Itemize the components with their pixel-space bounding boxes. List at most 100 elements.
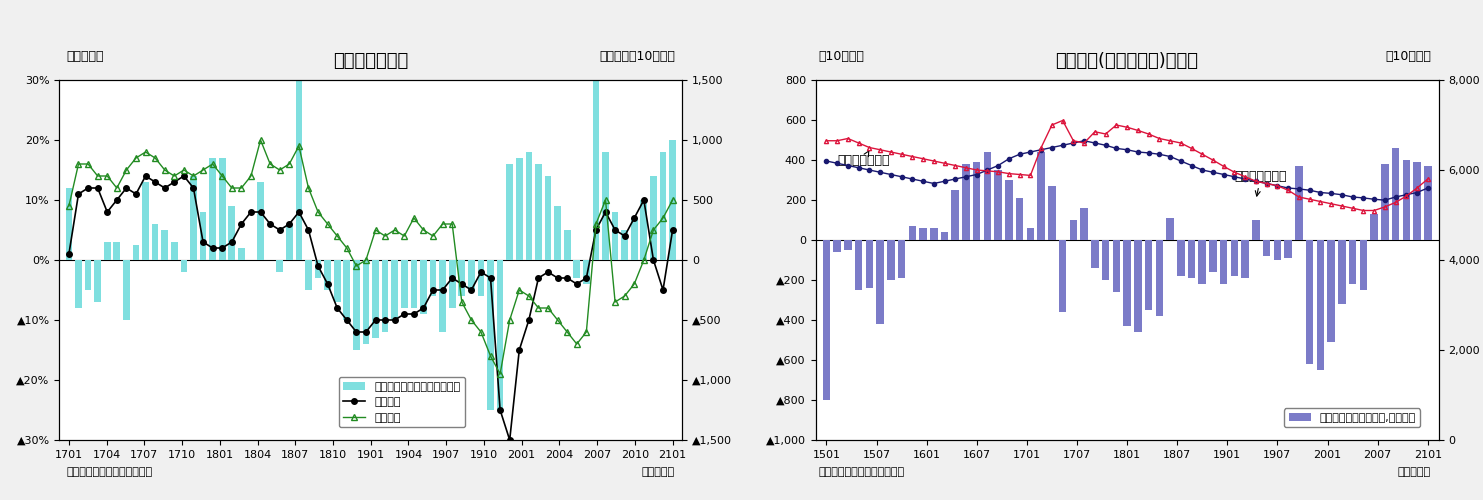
- Text: （年・月）: （年・月）: [1398, 467, 1431, 477]
- Bar: [1198, 240, 1206, 284]
- Bar: [1102, 240, 1109, 280]
- Bar: [1134, 240, 1142, 332]
- Bar: [940, 232, 948, 240]
- Bar: [1252, 220, 1259, 240]
- Bar: [334, 260, 341, 302]
- Bar: [973, 162, 980, 240]
- Bar: [1059, 240, 1066, 312]
- Bar: [1381, 164, 1388, 240]
- Bar: [1241, 240, 1249, 278]
- Bar: [458, 260, 466, 296]
- Bar: [593, 80, 599, 260]
- Bar: [392, 260, 397, 320]
- Bar: [669, 140, 676, 260]
- Bar: [1209, 240, 1216, 272]
- Bar: [876, 240, 884, 324]
- Bar: [190, 176, 197, 260]
- Bar: [952, 190, 960, 240]
- Bar: [1284, 240, 1292, 258]
- Bar: [660, 152, 666, 260]
- Bar: [854, 240, 863, 290]
- Bar: [286, 224, 292, 260]
- Bar: [1274, 240, 1281, 260]
- Bar: [104, 242, 111, 260]
- Bar: [833, 240, 841, 252]
- Bar: [930, 228, 937, 240]
- Bar: [612, 212, 618, 260]
- Bar: [1048, 186, 1056, 240]
- Bar: [1264, 240, 1271, 256]
- Bar: [181, 260, 187, 272]
- Bar: [95, 260, 101, 302]
- Bar: [983, 152, 991, 240]
- Bar: [574, 260, 580, 278]
- Bar: [897, 240, 905, 278]
- Bar: [219, 158, 225, 260]
- Bar: [866, 240, 873, 288]
- Bar: [1370, 214, 1378, 240]
- Bar: [400, 260, 408, 308]
- Bar: [1188, 240, 1195, 278]
- Bar: [344, 260, 350, 320]
- Bar: [641, 200, 647, 260]
- Bar: [544, 176, 552, 260]
- Bar: [314, 260, 322, 278]
- Bar: [276, 260, 283, 272]
- Bar: [506, 164, 513, 260]
- Bar: [239, 248, 245, 260]
- Bar: [305, 260, 311, 290]
- Bar: [602, 152, 610, 260]
- Bar: [295, 0, 303, 260]
- Bar: [1424, 166, 1431, 240]
- Bar: [1360, 240, 1367, 290]
- Bar: [1391, 148, 1400, 240]
- Bar: [430, 260, 436, 296]
- Bar: [1295, 166, 1302, 240]
- Bar: [439, 260, 446, 332]
- Bar: [555, 206, 561, 260]
- Bar: [1016, 198, 1023, 240]
- Bar: [123, 260, 129, 320]
- Bar: [919, 228, 927, 240]
- Bar: [1091, 240, 1099, 268]
- Text: （前年比）: （前年比）: [67, 50, 104, 63]
- Bar: [488, 260, 494, 410]
- Bar: [1166, 218, 1175, 240]
- Title: 貿易収支(季節調整値)の推移: 貿易収支(季節調整値)の推移: [1056, 52, 1198, 70]
- Text: （資料）財務省「貿易統計」: （資料）財務省「貿易統計」: [819, 467, 905, 477]
- Bar: [1221, 240, 1228, 284]
- Bar: [650, 176, 657, 260]
- Text: （10億円）: （10億円）: [819, 50, 865, 63]
- Bar: [995, 170, 1003, 240]
- Bar: [353, 260, 360, 350]
- Bar: [200, 212, 206, 260]
- Text: （資料）財務省「貿易統計」: （資料）財務省「貿易統計」: [67, 467, 153, 477]
- Text: （10億円）: （10億円）: [1385, 50, 1431, 63]
- Bar: [1317, 240, 1324, 370]
- Bar: [564, 230, 571, 260]
- Bar: [1178, 240, 1185, 276]
- Bar: [151, 224, 159, 260]
- Bar: [372, 260, 378, 338]
- Bar: [1231, 240, 1238, 276]
- Bar: [162, 230, 168, 260]
- Bar: [85, 260, 92, 290]
- Bar: [114, 242, 120, 260]
- Bar: [76, 260, 82, 308]
- Bar: [1080, 208, 1089, 240]
- Bar: [962, 164, 970, 240]
- Bar: [449, 260, 455, 308]
- Bar: [228, 206, 236, 260]
- Bar: [535, 164, 541, 260]
- Bar: [411, 260, 417, 308]
- Bar: [1069, 220, 1077, 240]
- Bar: [65, 188, 73, 260]
- Bar: [209, 158, 217, 260]
- Bar: [1026, 228, 1034, 240]
- Text: （前年差、10億円）: （前年差、10億円）: [599, 50, 675, 63]
- Bar: [1413, 162, 1421, 240]
- Bar: [132, 245, 139, 260]
- Bar: [1403, 160, 1410, 240]
- Text: （年・月）: （年・月）: [642, 467, 675, 477]
- Bar: [1123, 240, 1132, 326]
